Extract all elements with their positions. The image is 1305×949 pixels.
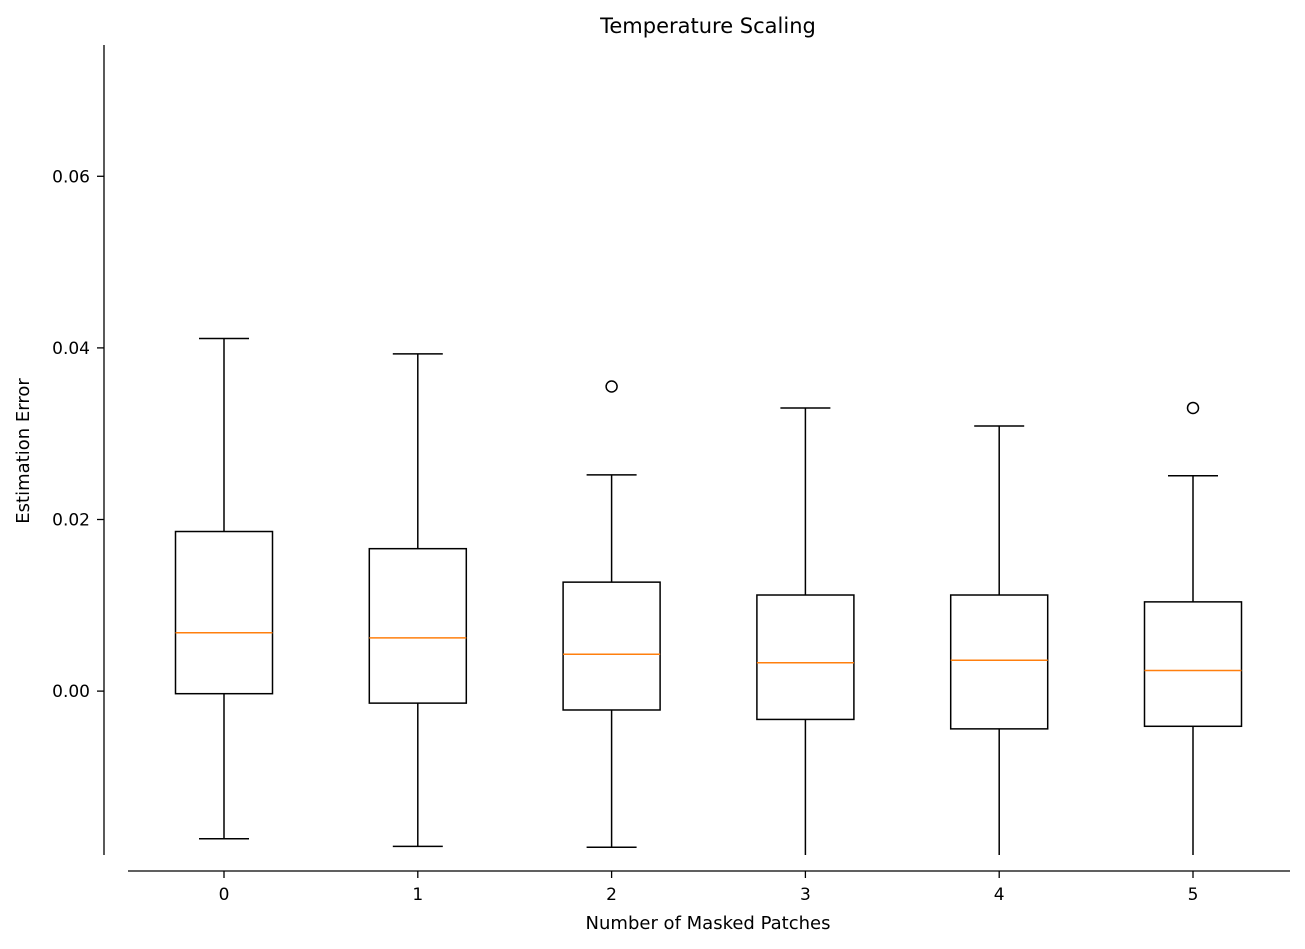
x-tick-label: 2 [606,885,617,905]
x-tick-label: 3 [800,885,811,905]
y-ticks: 0.00 0.02 0.04 0.06 [52,167,104,702]
x-tick-label: 4 [994,885,1005,905]
box-5 [1143,401,1243,855]
y-tick-label: 0.00 [52,682,90,702]
outlier-point [605,380,618,393]
y-axis-label: Estimation Error [13,378,34,524]
y-tick-label: 0.06 [52,167,90,187]
iqr-box [562,581,661,711]
iqr-box [949,594,1049,730]
chart-title: Temperature Scaling [599,14,816,38]
boxes [174,337,1243,855]
y-tick-label: 0.02 [52,511,90,531]
box-2 [562,380,661,849]
x-tick-label: 1 [412,885,423,905]
outlier-point [1186,401,1200,415]
box-3 [756,407,855,855]
iqr-box [368,547,468,704]
x-tick-label: 5 [1188,885,1199,905]
x-axis-label: Number of Masked Patches [586,913,831,934]
x-tick-label: 0 [219,885,230,905]
y-tick-label: 0.04 [52,339,90,359]
box-0 [174,337,274,840]
iqr-box [174,530,274,695]
iqr-box [1143,601,1243,728]
box-1 [368,353,468,848]
box-4 [949,425,1049,855]
x-ticks: 0 1 2 3 4 5 [219,871,1199,905]
iqr-box [756,594,855,721]
